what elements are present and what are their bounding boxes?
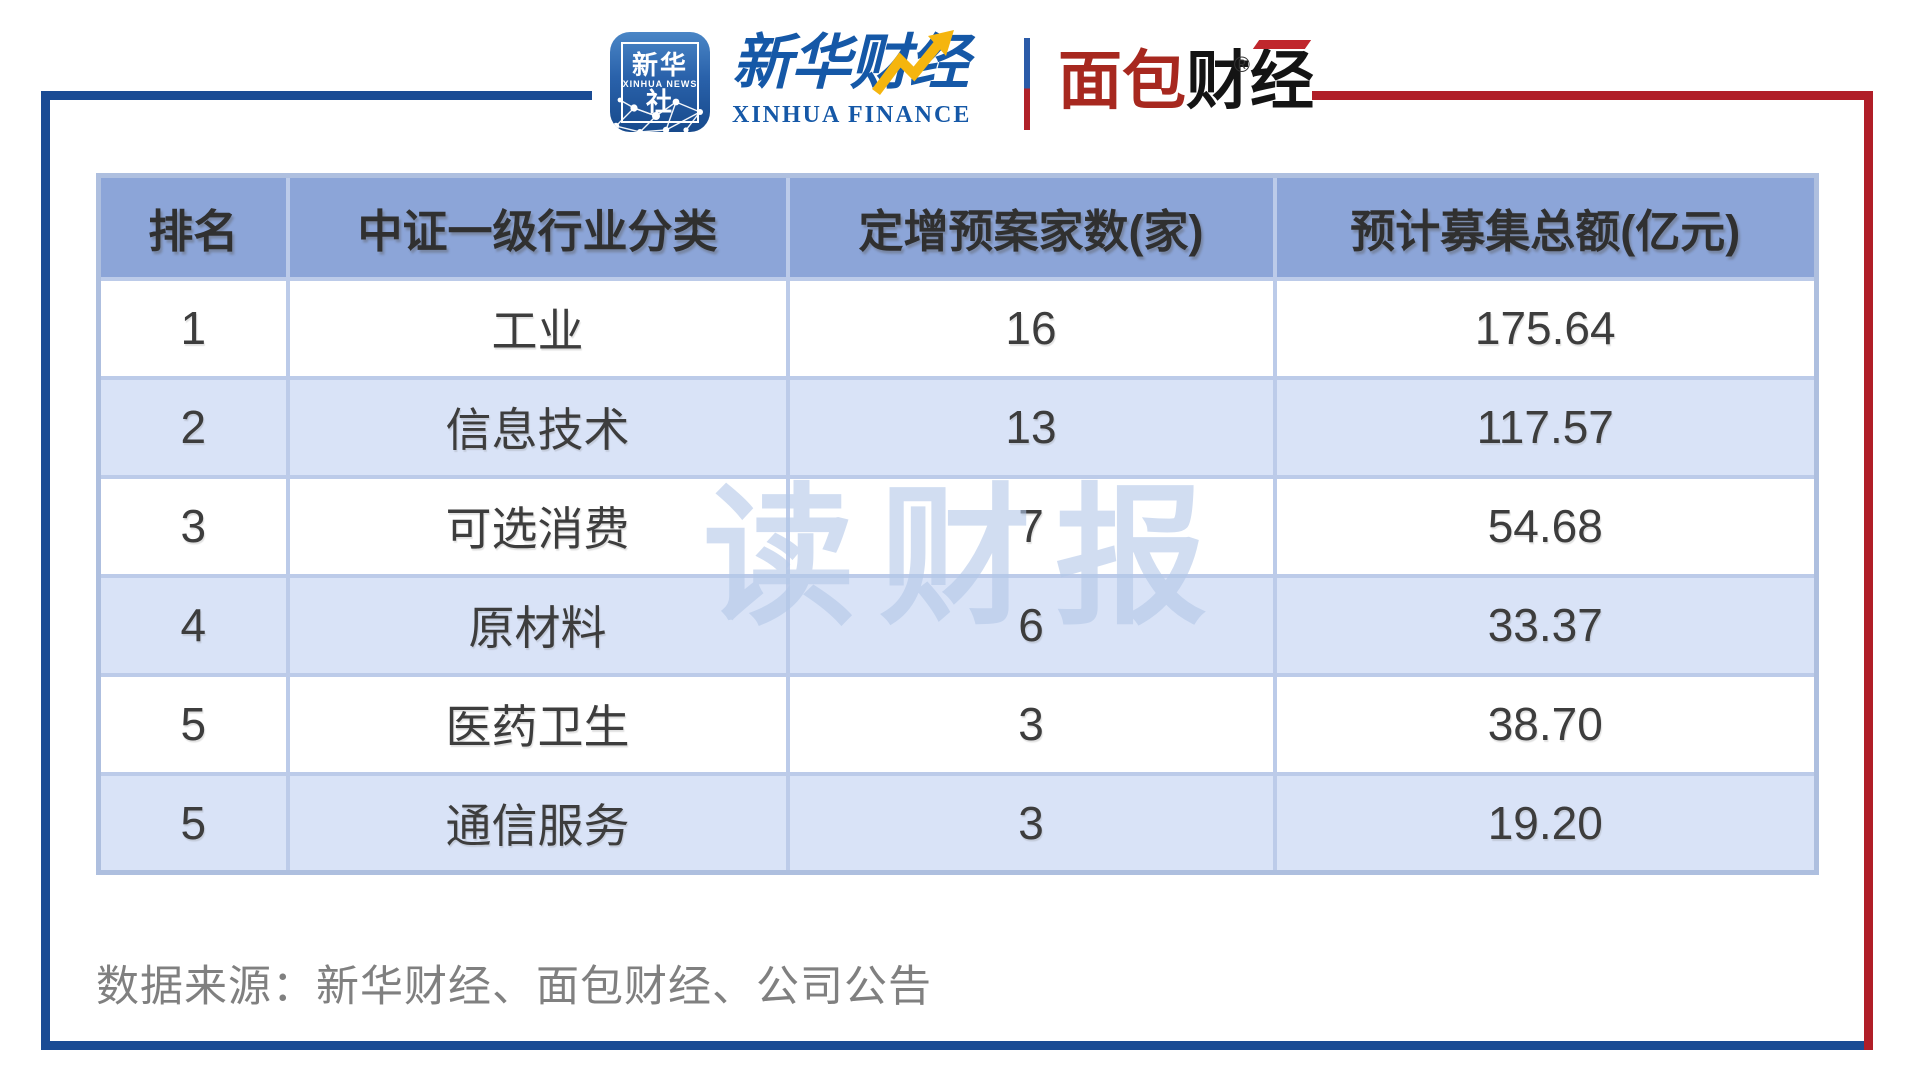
red-slash-accent <box>1252 40 1312 49</box>
industry-placement-table: 排名 中证一级行业分类 定增预案家数(家) 预计募集总额(亿元) 1 工业 16… <box>96 173 1819 875</box>
frame-right-red <box>1864 91 1873 1050</box>
xinhua-finance-logo: 新华财经 XINHUA FINANCE <box>732 24 982 129</box>
amount-cell: 38.70 <box>1272 672 1819 776</box>
frame-bottom-blue <box>41 1041 1864 1050</box>
amount-cell: 175.64 <box>1272 276 1819 380</box>
rank-cell: 5 <box>96 672 290 776</box>
count-cell: 6 <box>785 573 1277 677</box>
table-row: 1 工业 16 175.64 <box>96 276 1819 380</box>
industry-cell: 原材料 <box>285 573 790 677</box>
xinhua-news-logo-icon: 新华社 XINHUA NEWS <box>610 32 710 132</box>
rank-cell: 5 <box>96 771 290 875</box>
amount-cell: 117.57 <box>1272 375 1819 479</box>
table-row: 3 可选消费 7 54.68 <box>96 474 1819 578</box>
industry-cell: 医药卫生 <box>285 672 790 776</box>
count-cell: 16 <box>785 276 1277 380</box>
table-row: 4 原材料 6 33.37 <box>96 573 1819 677</box>
count-cell: 13 <box>785 375 1277 479</box>
mianbao-logo-part2: 财经 <box>1186 45 1314 117</box>
count-cell: 3 <box>785 672 1277 776</box>
col-header-amount: 预计募集总额(亿元) <box>1272 173 1819 281</box>
count-cell: 3 <box>785 771 1277 875</box>
col-header-industry: 中证一级行业分类 <box>285 173 790 281</box>
industry-cell: 可选消费 <box>285 474 790 578</box>
rank-cell: 4 <box>96 573 290 677</box>
rank-cell: 1 <box>96 276 290 380</box>
xinhua-news-title: 新华社 <box>621 42 699 123</box>
xinhua-finance-en: XINHUA FINANCE <box>732 102 972 128</box>
amount-cell: 54.68 <box>1272 474 1819 578</box>
table-row: 5 通信服务 3 19.20 <box>96 771 1819 875</box>
industry-cell: 工业 <box>285 276 790 380</box>
mianbao-finance-logo: 面包财经 ® <box>1058 40 1314 117</box>
industry-cell: 信息技术 <box>285 375 790 479</box>
col-header-rank: 排名 <box>96 173 290 281</box>
col-header-count: 定增预案家数(家) <box>785 173 1277 281</box>
xinhua-finance-cn: 新华财经 <box>732 29 969 96</box>
frame-top-left-blue <box>41 91 592 100</box>
network-nodes-icon <box>612 97 703 132</box>
frame-top-right-red <box>1312 91 1873 100</box>
count-cell: 7 <box>785 474 1277 578</box>
data-source-note: 数据来源：新华财经、面包财经、公司公告 <box>96 963 932 1011</box>
frame-left-blue <box>41 91 50 1050</box>
logo-divider <box>1024 38 1030 130</box>
rank-cell: 2 <box>96 375 290 479</box>
industry-cell: 通信服务 <box>285 771 790 875</box>
mianbao-logo-part1: 面包 <box>1058 45 1186 117</box>
amount-cell: 33.37 <box>1272 573 1819 677</box>
amount-cell: 19.20 <box>1272 771 1819 875</box>
xinhua-news-subtitle: XINHUA NEWS <box>622 79 698 89</box>
logo-bar: 新华社 XINHUA NEWS 新华财经 <box>610 24 1314 136</box>
table-header-row: 排名 中证一级行业分类 定增预案家数(家) 预计募集总额(亿元) <box>96 173 1819 281</box>
table-row: 5 医药卫生 3 38.70 <box>96 672 1819 776</box>
rank-cell: 3 <box>96 474 290 578</box>
table-row: 2 信息技术 13 117.57 <box>96 375 1819 479</box>
registered-mark: ® <box>1233 52 1250 77</box>
